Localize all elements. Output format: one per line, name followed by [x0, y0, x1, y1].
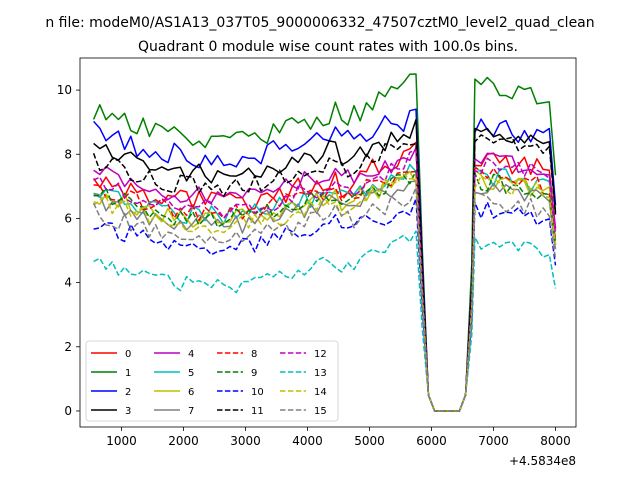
series-line-14 — [93, 173, 557, 412]
y-tick-label: 6 — [64, 211, 72, 225]
series-line-3 — [93, 118, 557, 412]
series-line-15 — [92, 186, 557, 412]
legend-label-5: 5 — [188, 368, 194, 379]
chart-title: Quadrant 0 module wise count rates with … — [138, 39, 518, 55]
y-tick-label: 8 — [64, 147, 72, 161]
y-tick-label: 0 — [64, 404, 72, 418]
x-tick-label: 8000 — [540, 434, 571, 448]
x-tick-label: 6000 — [416, 434, 447, 448]
figure-suptitle: n file: modeM0/AS1A13_037T05_9000006332_… — [45, 15, 594, 31]
y-tick-label: 10 — [57, 83, 72, 97]
legend-label-15: 15 — [314, 406, 327, 417]
y-tick-label: 2 — [64, 340, 72, 354]
y-tick-label: 4 — [64, 276, 72, 290]
series-line-11 — [92, 134, 557, 412]
legend-label-10: 10 — [251, 387, 264, 398]
series-line-1 — [92, 73, 557, 412]
legend-label-9: 9 — [251, 368, 257, 379]
legend-label-13: 13 — [314, 368, 327, 379]
legend-label-7: 7 — [188, 406, 194, 417]
series-line-12 — [93, 149, 557, 412]
x-tick-label: 7000 — [478, 434, 509, 448]
legend-label-14: 14 — [314, 387, 327, 398]
series-line-13 — [93, 230, 557, 412]
legend-label-1: 1 — [125, 368, 131, 379]
legend-label-12: 12 — [314, 349, 327, 360]
x-tick-label: 1000 — [106, 434, 137, 448]
series-line-5 — [93, 163, 557, 412]
plot-lines — [92, 73, 557, 412]
x-tick-label: 4000 — [292, 434, 323, 448]
series-line-6 — [93, 169, 557, 412]
legend-label-6: 6 — [188, 387, 194, 398]
series-line-0 — [92, 141, 557, 412]
x-tick-label: 5000 — [354, 434, 385, 448]
series-line-8 — [93, 166, 557, 412]
legend-label-8: 8 — [251, 349, 257, 360]
legend-label-4: 4 — [188, 349, 194, 360]
x-tick-label: 3000 — [230, 434, 261, 448]
y-axis: 0 2 4 6 8 10 — [57, 83, 80, 418]
x-offset-label: +4.5834e8 — [509, 454, 576, 468]
series-line-4 — [93, 147, 557, 412]
legend-label-2: 2 — [125, 387, 131, 398]
series-line-10 — [93, 197, 557, 412]
legend-label-3: 3 — [125, 406, 131, 417]
x-axis: 1000 2000 3000 4000 5000 6000 7000 8000 — [106, 427, 571, 448]
legend-box — [85, 340, 339, 422]
legend-label-0: 0 — [125, 349, 131, 360]
plot-frame — [79, 57, 577, 428]
legend-label-11: 11 — [251, 406, 264, 417]
x-tick-label: 2000 — [168, 434, 199, 448]
series-line-2 — [93, 108, 557, 412]
